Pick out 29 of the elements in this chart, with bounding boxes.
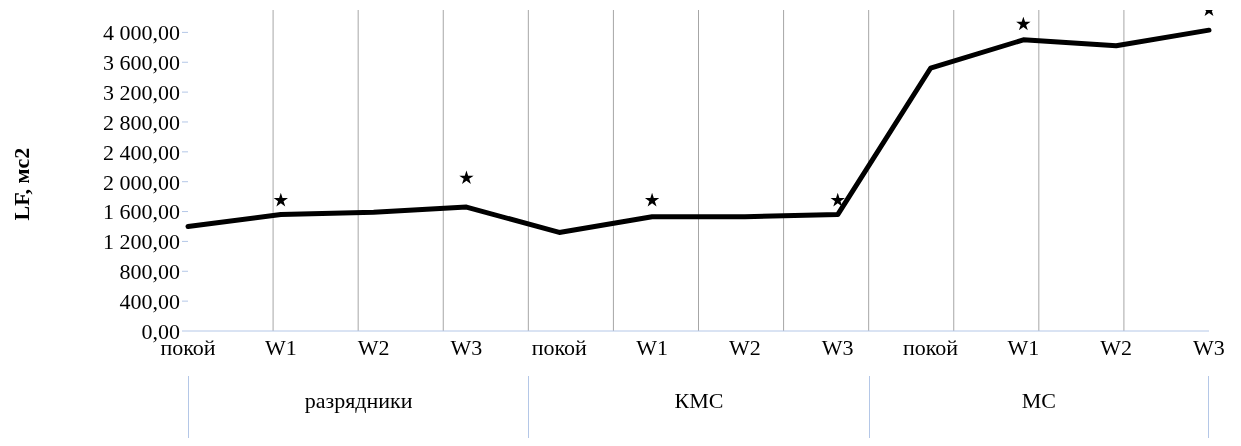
y-tick-label: 400,00 <box>119 288 180 314</box>
point <box>830 192 845 207</box>
x-tick-label: покой <box>531 334 588 360</box>
x-tick-label: W1 <box>264 334 297 360</box>
y-tick-label: 4 000,00 <box>103 20 180 46</box>
y-tick-label: 2 000,00 <box>103 169 180 195</box>
text: КМС <box>528 376 869 438</box>
y-tick-label: 800,00 <box>119 259 180 285</box>
text: МС <box>868 376 1209 438</box>
text: разрядники <box>188 376 529 438</box>
y-tick-label: 1 200,00 <box>103 229 180 255</box>
x-tick-label: W2 <box>729 334 761 360</box>
x-tick-label: W2 <box>357 334 390 360</box>
y-tick-label: 1 600,00 <box>103 199 180 225</box>
x-tick-label: W1 <box>636 334 668 360</box>
y-tick-label: 3 200,00 <box>103 79 180 105</box>
x-tick-label: W3 <box>450 334 483 360</box>
y-tick-label: 2 800,00 <box>103 109 180 135</box>
x-tick-label: W3 <box>1193 334 1225 360</box>
x-tick-label: W3 <box>821 334 854 360</box>
point <box>273 192 288 207</box>
x-tick-label: W2 <box>1100 334 1133 360</box>
y-tick-label: 3 600,00 <box>103 50 180 76</box>
point <box>644 192 660 207</box>
y-tick-label: 2 400,00 <box>103 139 180 165</box>
x-tick-label: покой <box>902 334 959 360</box>
x-tick-label: W1 <box>1007 334 1040 360</box>
y-axis-title: LF, мс2 <box>8 147 34 221</box>
point <box>459 170 474 185</box>
